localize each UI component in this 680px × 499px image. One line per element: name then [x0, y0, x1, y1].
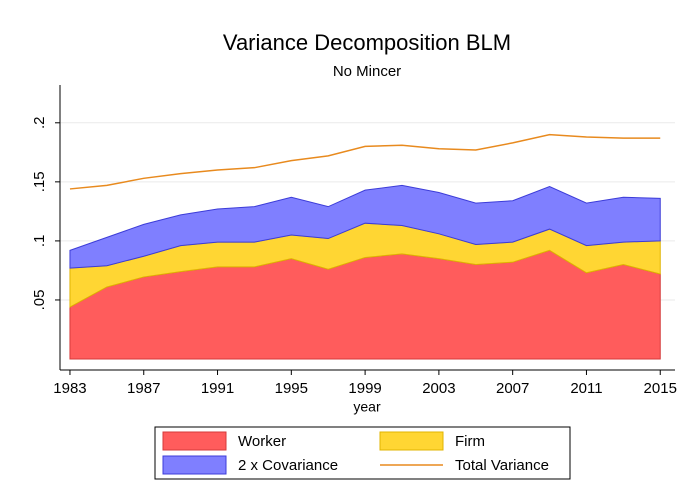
line — [69, 133, 661, 190]
y-tick-label: .1 — [31, 235, 48, 248]
x-tick-label: 2003 — [422, 380, 455, 397]
legend-label: 2 x Covariance — [238, 457, 338, 474]
x-tick-label: 1983 — [53, 380, 86, 397]
legend-swatch — [162, 431, 227, 451]
x-tick-label: 1995 — [275, 380, 308, 397]
y-tick-label: .15 — [31, 171, 48, 192]
x-tick-label: 1991 — [201, 380, 234, 397]
legend-label: Firm — [455, 433, 485, 450]
area — [69, 184, 661, 269]
x-tick-label: 2011 — [570, 380, 602, 397]
legend-label: Worker — [238, 433, 286, 450]
x-axis-label: year — [353, 399, 381, 415]
x-tick-label: 2007 — [496, 380, 529, 397]
x-tick-label: 2015 — [644, 380, 677, 397]
x-tick-label: 1987 — [127, 380, 160, 397]
y-tick-label: .05 — [31, 290, 48, 311]
chart-subtitle: No Mincer — [333, 63, 401, 80]
legend-swatch — [379, 431, 444, 451]
chart-title: Variance Decomposition BLM — [223, 30, 511, 55]
x-tick-label: 1999 — [348, 380, 381, 397]
legend-label: Total Variance — [455, 457, 549, 474]
y-tick-label: .2 — [31, 117, 48, 130]
legend-swatch — [162, 455, 227, 475]
